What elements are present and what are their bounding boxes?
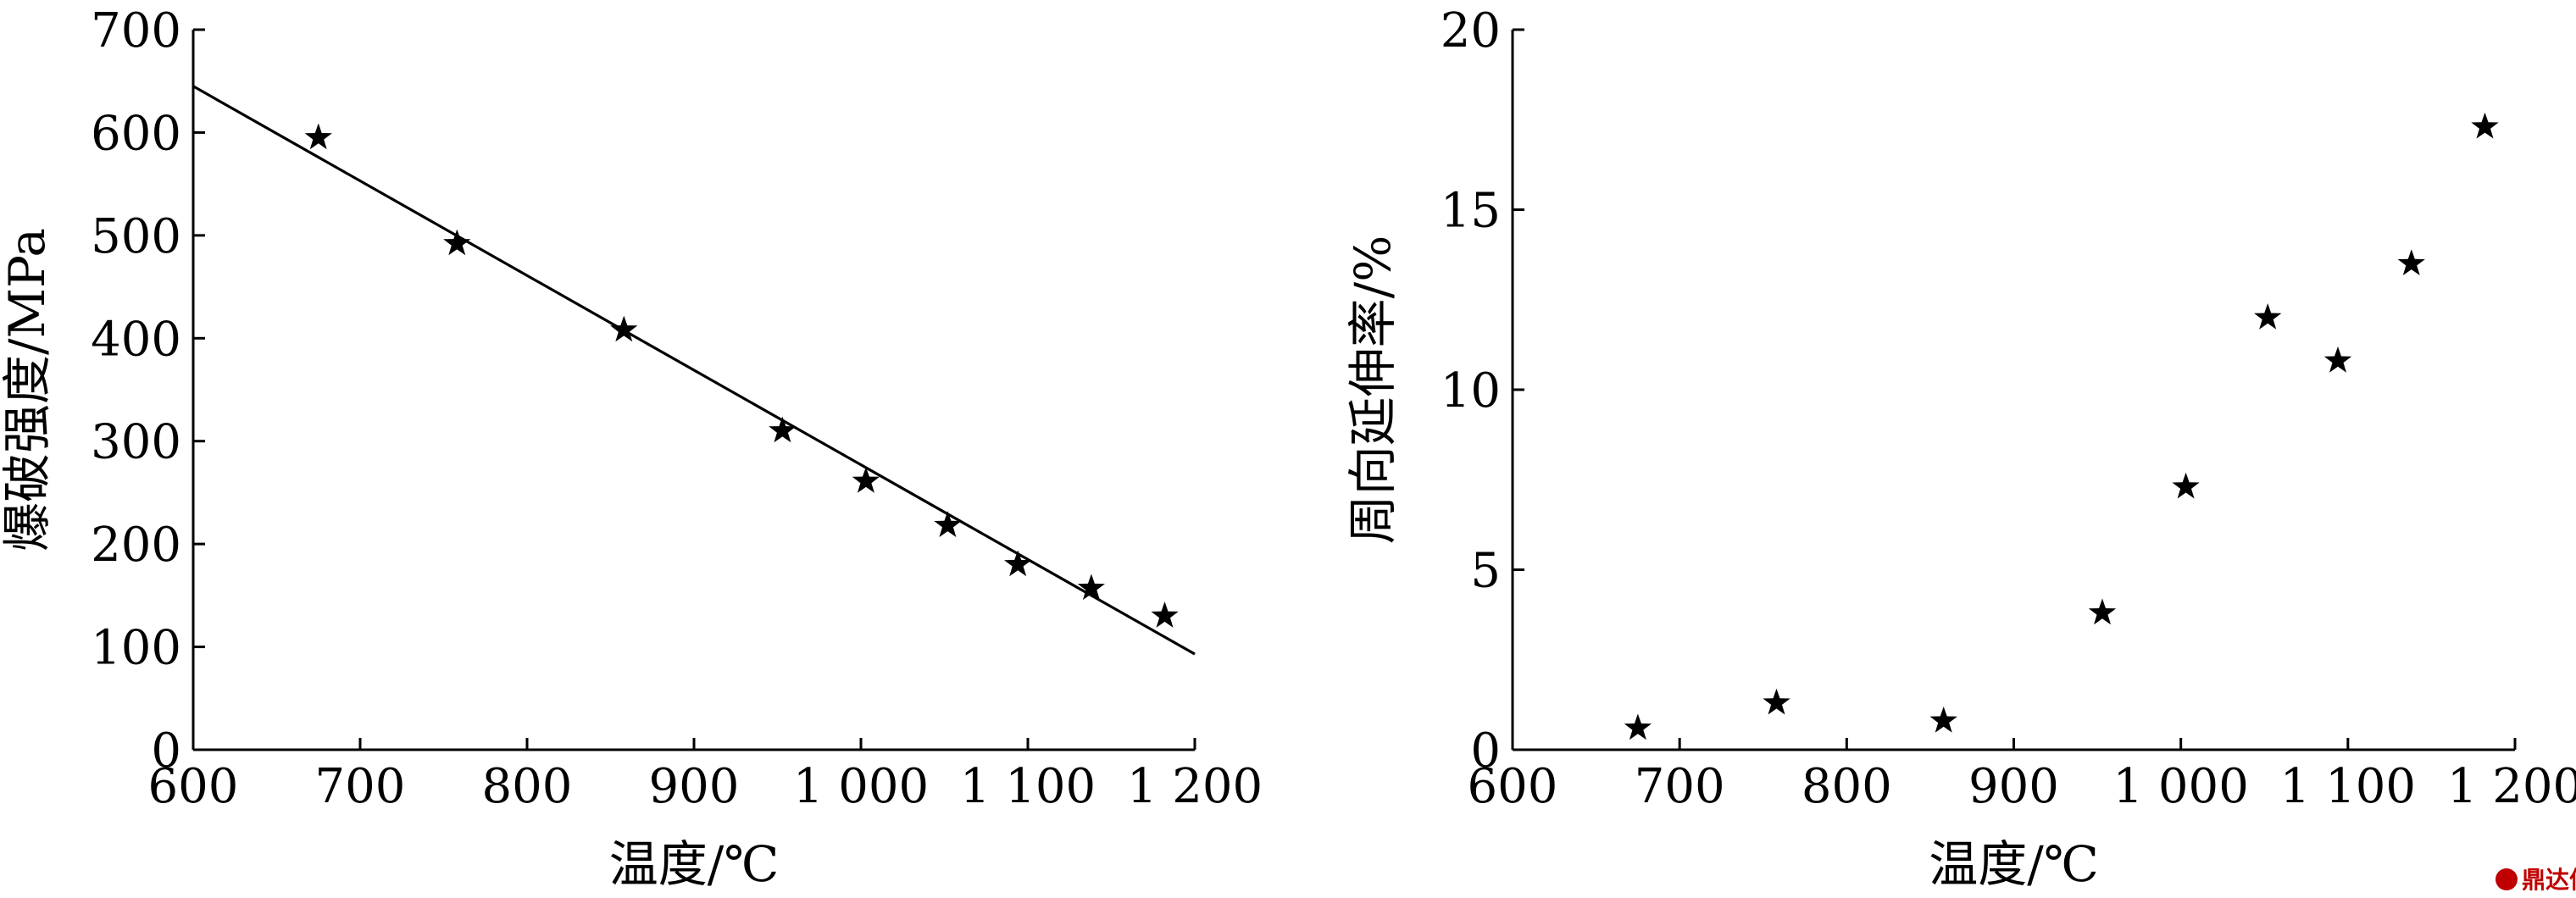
data-point-star (2254, 303, 2282, 330)
data-point-star (1624, 713, 1652, 740)
data-point-star (769, 416, 797, 443)
x-tick-label: 600 (1468, 759, 1558, 814)
data-point-star (1929, 707, 1957, 733)
x-tick-label: 1 100 (960, 759, 1096, 814)
chart-burst-strength: 600 700 800 900 1 000 1 100 1 200 0 100 200 300 400… (0, 3, 1263, 893)
watermark-text: 鼎达信 (2522, 866, 2576, 894)
data-point-star (2397, 249, 2425, 275)
y-tick-label: 400 (91, 312, 181, 367)
data-point-star (2088, 598, 2117, 625)
y-tick-label: 10 (1441, 363, 1501, 419)
y-tick-label: 20 (1441, 3, 1501, 58)
x-tick-label: 800 (482, 759, 573, 814)
x-tick-label: 1 000 (793, 759, 929, 814)
y-tick-label: 0 (151, 723, 181, 779)
y-tick-label: 0 (1470, 723, 1501, 779)
x-tick-label: 900 (649, 759, 740, 814)
data-point-star (1004, 550, 1032, 577)
x-axis-title: 温度/℃ (609, 835, 779, 893)
x-tick-label: 700 (315, 759, 406, 814)
y-tick-label: 700 (91, 3, 181, 58)
x-tick-label: 1 000 (2113, 759, 2249, 814)
x-tick-label: 800 (1802, 759, 1892, 814)
y-axis-title: 周向延伸率/% (1344, 236, 1402, 545)
x-tick-label: 700 (1635, 759, 1725, 814)
data-point-star (1763, 688, 1790, 715)
data-point-star (2323, 346, 2352, 373)
chart-elongation: 600 700 800 900 1 000 1 100 1 200 0 5 10 15 20 温度/℃ 周… (1344, 3, 2576, 893)
data-point-star (1077, 574, 1105, 601)
y-axis-title: 爆破强度/MPa (0, 228, 56, 552)
x-axis-title: 温度/℃ (1929, 835, 2098, 893)
data-point-star (610, 315, 638, 342)
data-point-star (1151, 601, 1179, 628)
x-tick-label: 600 (148, 759, 239, 814)
y-tick-label: 500 (91, 209, 181, 264)
data-point-star (304, 123, 332, 150)
x-tick-label: 1 200 (1127, 759, 1263, 814)
y-tick-label: 600 (91, 106, 181, 161)
data-point-star (852, 467, 880, 493)
seal-icon (2496, 868, 2518, 890)
y-tick-label: 5 (1470, 544, 1501, 599)
y-tick-label: 300 (91, 415, 181, 470)
y-tick-label: 15 (1441, 184, 1501, 239)
x-tick-label: 1 100 (2280, 759, 2416, 814)
data-point-star (2172, 472, 2200, 499)
data-point-star (443, 229, 471, 256)
y-tick-label: 100 (91, 621, 181, 676)
data-point-star (934, 511, 962, 537)
fit-line (192, 85, 1196, 656)
y-tick-label: 200 (91, 518, 181, 573)
x-tick-label: 1 200 (2447, 759, 2576, 814)
watermark: 鼎达信 (2496, 866, 2576, 894)
x-tick-label: 900 (1968, 759, 2059, 814)
data-point-star (2471, 112, 2499, 139)
